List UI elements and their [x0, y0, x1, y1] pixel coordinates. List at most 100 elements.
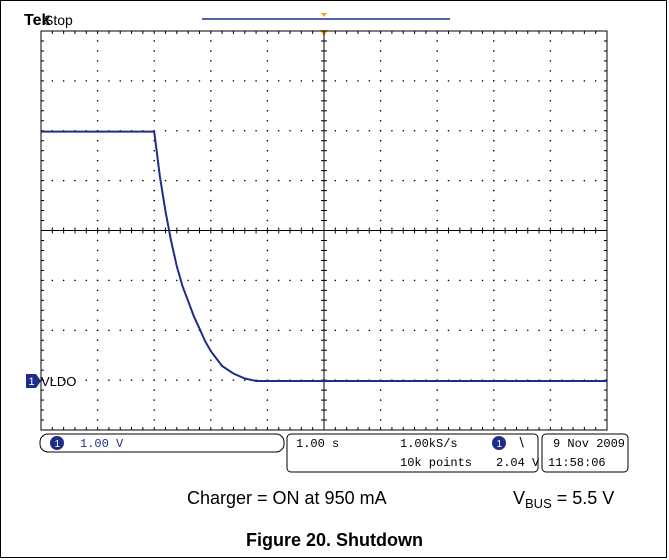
grid-dot: [142, 179, 144, 182]
grid-dot: [436, 80, 439, 82]
grid-dot: [108, 80, 110, 82]
grid-dot: [379, 149, 382, 152]
grid-dot: [493, 339, 495, 342]
trigger-channel-number: 1: [497, 439, 503, 450]
grid-dot: [266, 349, 269, 352]
channel-scale-value: 1.00 V: [80, 437, 124, 451]
sample-rate: 1.00kS/s: [400, 437, 458, 451]
grid-dot: [436, 299, 439, 302]
grid-dot: [210, 119, 212, 122]
grid-dot: [221, 129, 223, 132]
grid-dot: [493, 129, 495, 132]
grid-dot: [198, 80, 201, 82]
grid-dot: [232, 279, 235, 282]
caption-vbus-subscript: BUS: [525, 496, 552, 511]
grid-dot: [436, 159, 439, 162]
grid-dot: [266, 90, 269, 92]
grid-dot: [470, 279, 472, 282]
grid-dot: [210, 269, 212, 272]
grid-dot: [493, 40, 495, 42]
grid-dot: [436, 389, 439, 391]
grid-dot: [379, 80, 382, 82]
grid-dot: [345, 129, 348, 132]
grid-dot: [379, 159, 382, 162]
grid-dot: [210, 60, 212, 62]
grid-dot: [459, 179, 461, 182]
grid-dot: [210, 189, 212, 192]
grid-dot: [74, 279, 76, 282]
grid-dot: [210, 199, 212, 202]
grid-dot: [436, 70, 439, 72]
grid-dot: [560, 80, 563, 82]
grid-dot: [447, 129, 450, 132]
grid-dot: [402, 329, 405, 332]
grid-dot: [493, 209, 495, 212]
grid-dot: [526, 279, 529, 282]
grid-dot: [153, 259, 155, 262]
grid-dot: [436, 100, 439, 102]
grid-dot: [277, 179, 280, 182]
grid-dot: [549, 70, 552, 72]
grid-dot: [210, 80, 212, 82]
grid-dot: [447, 80, 450, 82]
grid-dot: [96, 90, 99, 92]
grid-dot: [549, 60, 552, 62]
grid-dot: [436, 249, 439, 252]
grid-dot: [493, 249, 495, 252]
grid-dot: [198, 379, 201, 381]
caption-vbus-prefix: V: [513, 488, 526, 508]
channel-scale-readout: 1 1.00 V: [39, 433, 285, 453]
grid-dot: [96, 70, 99, 72]
grid-dot: [493, 419, 495, 421]
grid-dot: [96, 389, 99, 391]
grid-dot: [345, 329, 348, 332]
grid-dot: [436, 319, 439, 322]
grid-dot: [459, 80, 461, 82]
grid-dot: [130, 329, 133, 332]
grid-dot: [583, 179, 586, 182]
grid-dot: [164, 80, 167, 82]
grid-dot: [210, 359, 212, 361]
grid-dot: [96, 199, 99, 202]
grid-dot: [447, 279, 450, 282]
grid-dot: [153, 239, 155, 242]
time-label: 11:58:06: [548, 456, 606, 470]
grid-dot: [85, 80, 88, 82]
grid-dot: [153, 110, 155, 112]
grid-dot: [549, 339, 552, 342]
grid-dot: [379, 179, 382, 182]
grid-dot: [572, 129, 574, 132]
grid-dot: [413, 129, 416, 132]
figure-title: Figure 20. Shutdown: [245, 530, 423, 550]
grid-dot: [345, 179, 348, 182]
grid-dot: [96, 369, 99, 371]
grid-dot: [96, 169, 99, 172]
grid-dot: [198, 129, 201, 132]
grid-dot: [266, 100, 269, 102]
grid-dot: [96, 179, 99, 182]
grid-dot: [153, 289, 155, 292]
grid-dot: [266, 119, 269, 122]
grid-dot: [210, 209, 212, 212]
grid-dot: [164, 179, 167, 182]
grid-dot: [504, 129, 506, 132]
grid-dot: [96, 409, 99, 411]
grid-dot: [549, 80, 552, 82]
grid-dot: [379, 369, 382, 371]
grid-dot: [379, 219, 382, 222]
grid-dot: [119, 329, 122, 332]
grid-dot: [493, 169, 495, 172]
grid-dot: [289, 279, 291, 282]
channel-1-ground-marker: 1: [26, 374, 41, 388]
grid-dot: [493, 329, 495, 332]
grid-dot: [85, 329, 88, 332]
grid-dot: [153, 40, 155, 42]
grid-dot: [153, 369, 155, 371]
grid-dot: [153, 339, 155, 342]
grid-dot: [96, 40, 99, 42]
grid-dot: [493, 159, 495, 162]
grid-dot: [277, 329, 280, 332]
grid-dot: [266, 80, 269, 82]
grid-dot: [119, 179, 122, 182]
grid-dot: [311, 279, 314, 282]
